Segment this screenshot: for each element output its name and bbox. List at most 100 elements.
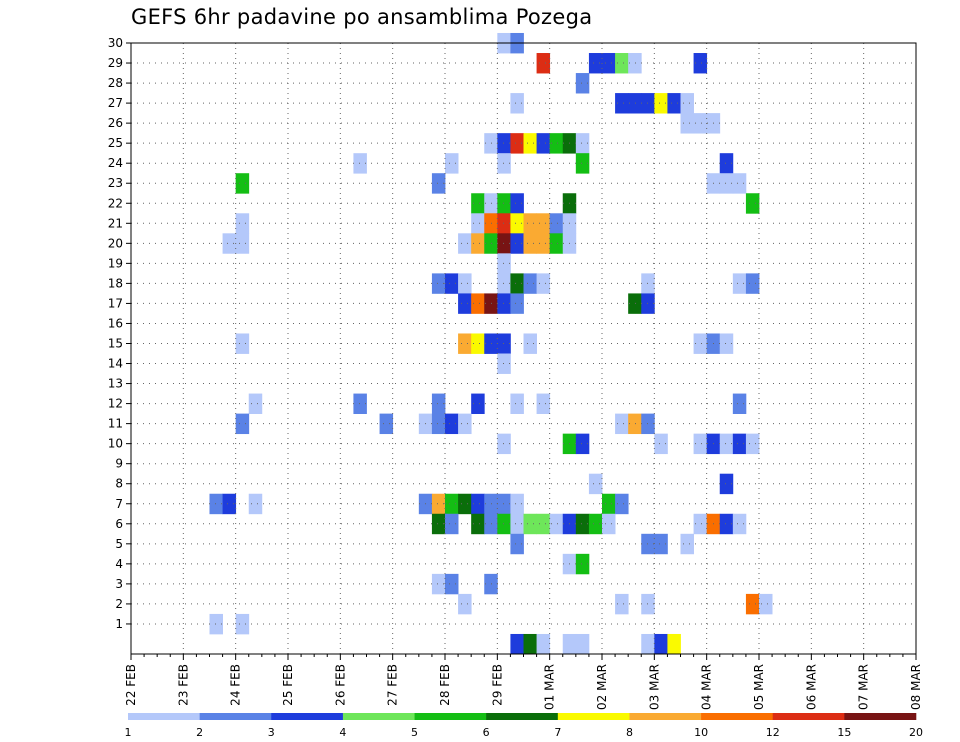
heatmap-cell bbox=[497, 133, 511, 154]
heatmap-cell bbox=[693, 53, 708, 74]
heatmap-cell bbox=[497, 253, 511, 274]
heatmap-cell bbox=[248, 393, 263, 414]
heatmap-cell bbox=[549, 133, 564, 154]
heatmap-cell bbox=[719, 153, 734, 174]
heatmap-cell bbox=[628, 93, 642, 114]
x-tick-label: 25 FEB bbox=[281, 664, 295, 706]
heatmap-cell bbox=[667, 633, 681, 655]
heatmap-cell bbox=[458, 273, 472, 294]
heatmap-cell bbox=[497, 353, 511, 374]
legend-swatch bbox=[342, 713, 415, 720]
heatmap-cell bbox=[497, 293, 511, 314]
heatmap-cell bbox=[510, 133, 524, 154]
y-tick-label: 8 bbox=[115, 477, 123, 491]
color-legend: 1 2 3 4 5 6 7 8 10 12 15 20 bbox=[125, 713, 923, 739]
legend-label: 15 bbox=[837, 726, 851, 739]
y-tick-label: 17 bbox=[108, 296, 123, 310]
heatmap-cell bbox=[497, 333, 511, 354]
heatmap-cell bbox=[523, 513, 537, 535]
heatmap-cell bbox=[431, 393, 446, 414]
heatmap-cell bbox=[235, 213, 250, 234]
x-tick-label: 08 MAR bbox=[909, 664, 923, 710]
heatmap-cell bbox=[510, 633, 524, 655]
x-tick-label: 23 FEB bbox=[176, 664, 190, 706]
heatmap-cell bbox=[209, 613, 223, 635]
legend-label: 10 bbox=[694, 726, 708, 739]
y-tick-label: 5 bbox=[115, 537, 123, 551]
heatmap-cell bbox=[484, 213, 498, 234]
heatmap-cell bbox=[248, 493, 263, 515]
heatmap-cell bbox=[445, 273, 459, 294]
heatmap-cell bbox=[510, 93, 524, 114]
heatmap-cell bbox=[719, 473, 734, 495]
heatmap-cell bbox=[732, 173, 747, 194]
heatmap-cell bbox=[575, 153, 590, 174]
heatmap-cell bbox=[458, 593, 472, 615]
heatmap-cell bbox=[445, 513, 459, 535]
heatmap-cell bbox=[588, 513, 603, 535]
heatmap-cell bbox=[510, 193, 524, 214]
y-tick-label: 30 bbox=[108, 36, 123, 50]
heatmap-cell bbox=[719, 513, 734, 535]
heatmap-cell bbox=[732, 433, 747, 455]
y-tick-label: 28 bbox=[108, 76, 123, 90]
heatmap-cell bbox=[431, 273, 446, 294]
x-tick-label: 03 MAR bbox=[647, 664, 661, 710]
y-tick-label: 2 bbox=[115, 597, 123, 611]
heatmap-cell bbox=[497, 213, 511, 234]
heatmap-cell bbox=[654, 93, 668, 114]
heatmap-cell bbox=[615, 93, 629, 114]
y-tick-label: 29 bbox=[108, 56, 123, 70]
heatmap-cell bbox=[719, 173, 734, 194]
heatmap-cell bbox=[484, 293, 498, 314]
y-tick-label: 15 bbox=[108, 336, 123, 350]
legend-swatch bbox=[629, 713, 702, 720]
heatmap-cell bbox=[484, 333, 498, 354]
heatmap-cell bbox=[510, 213, 524, 234]
heatmap-cell bbox=[484, 133, 498, 154]
y-tick-label: 10 bbox=[108, 437, 123, 451]
heatmap-cell bbox=[536, 213, 551, 234]
heatmap-cell bbox=[536, 273, 551, 294]
x-tick-label: 07 MAR bbox=[857, 664, 871, 710]
heatmap-cell bbox=[641, 633, 655, 655]
heatmap-cell bbox=[615, 413, 629, 435]
heatmap-cell bbox=[458, 413, 472, 435]
y-tick-label: 18 bbox=[108, 276, 123, 290]
legend-label: 4 bbox=[339, 726, 346, 739]
heatmap-cell bbox=[654, 433, 668, 455]
heatmap-cell bbox=[536, 133, 551, 154]
heatmap-cell bbox=[458, 293, 472, 314]
x-tick-label: 06 MAR bbox=[804, 664, 818, 710]
heatmap-cell bbox=[680, 93, 694, 114]
heatmap-cell bbox=[445, 493, 459, 515]
heatmap-cell bbox=[575, 633, 590, 655]
heatmap-cell bbox=[497, 433, 511, 455]
heatmap-cell bbox=[523, 133, 537, 154]
heatmap-cell bbox=[654, 533, 668, 555]
heatmap-cell bbox=[471, 233, 485, 254]
heatmap-cell bbox=[667, 93, 681, 114]
heatmap-cell bbox=[510, 493, 524, 515]
x-tick-label: 01 MAR bbox=[543, 664, 557, 710]
heatmap-cell bbox=[379, 413, 394, 435]
y-tick-label: 25 bbox=[108, 136, 123, 150]
legend-label: 5 bbox=[411, 726, 418, 739]
heatmap-cell bbox=[732, 513, 747, 535]
legend-swatch bbox=[701, 713, 774, 720]
heatmap-cell bbox=[471, 213, 485, 234]
heatmap-cell bbox=[719, 433, 734, 455]
heatmap-cell bbox=[510, 393, 524, 414]
heatmap-cell bbox=[693, 333, 708, 354]
y-tick-label: 6 bbox=[115, 517, 123, 531]
heatmap-cell bbox=[536, 393, 551, 414]
heatmap-cell bbox=[628, 53, 642, 74]
heatmap-cell bbox=[680, 113, 694, 134]
heatmap-cell bbox=[523, 233, 537, 254]
x-tick-label: 27 FEB bbox=[386, 664, 400, 706]
heatmap-cell bbox=[628, 413, 642, 435]
heatmap-cell bbox=[497, 493, 511, 515]
heatmap-cell bbox=[235, 233, 250, 254]
heatmap-cell bbox=[536, 53, 551, 74]
heatmap-cell bbox=[471, 493, 485, 515]
